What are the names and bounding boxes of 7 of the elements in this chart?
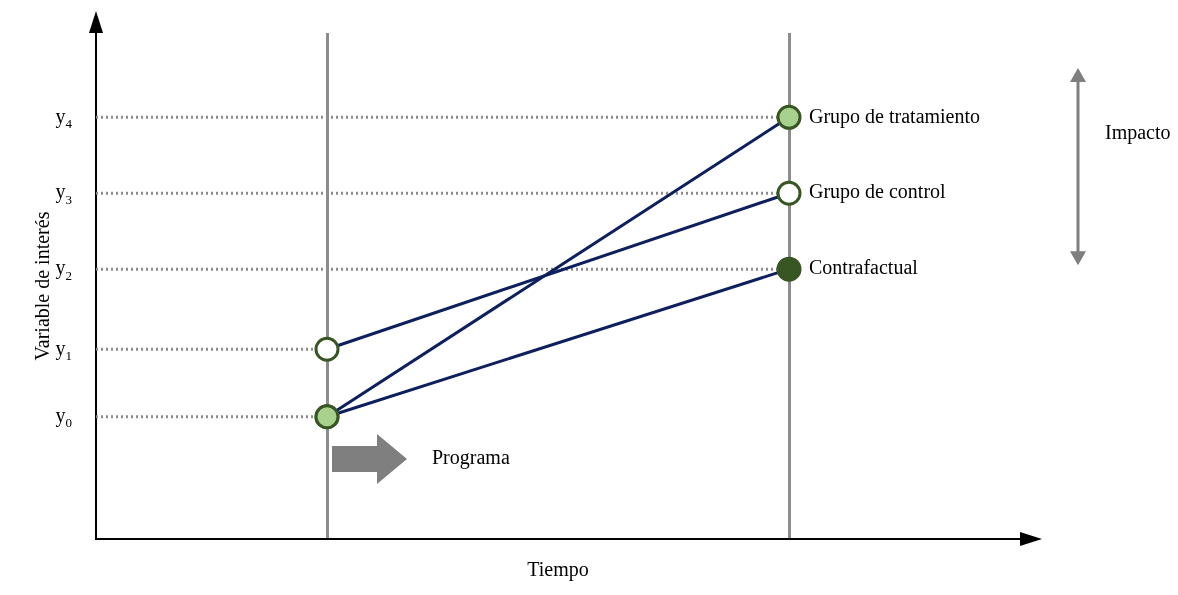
text: Impacto [1105,121,1171,145]
x-axis-title: Tiempo [527,558,589,582]
series-label: Grupo de control [809,180,947,204]
series-label: Grupo de tratamiento [809,104,981,128]
y-axis-title: Variable de interés [31,211,54,361]
annotation: Programa [432,446,510,470]
series-label: Contrafactual [809,256,919,279]
